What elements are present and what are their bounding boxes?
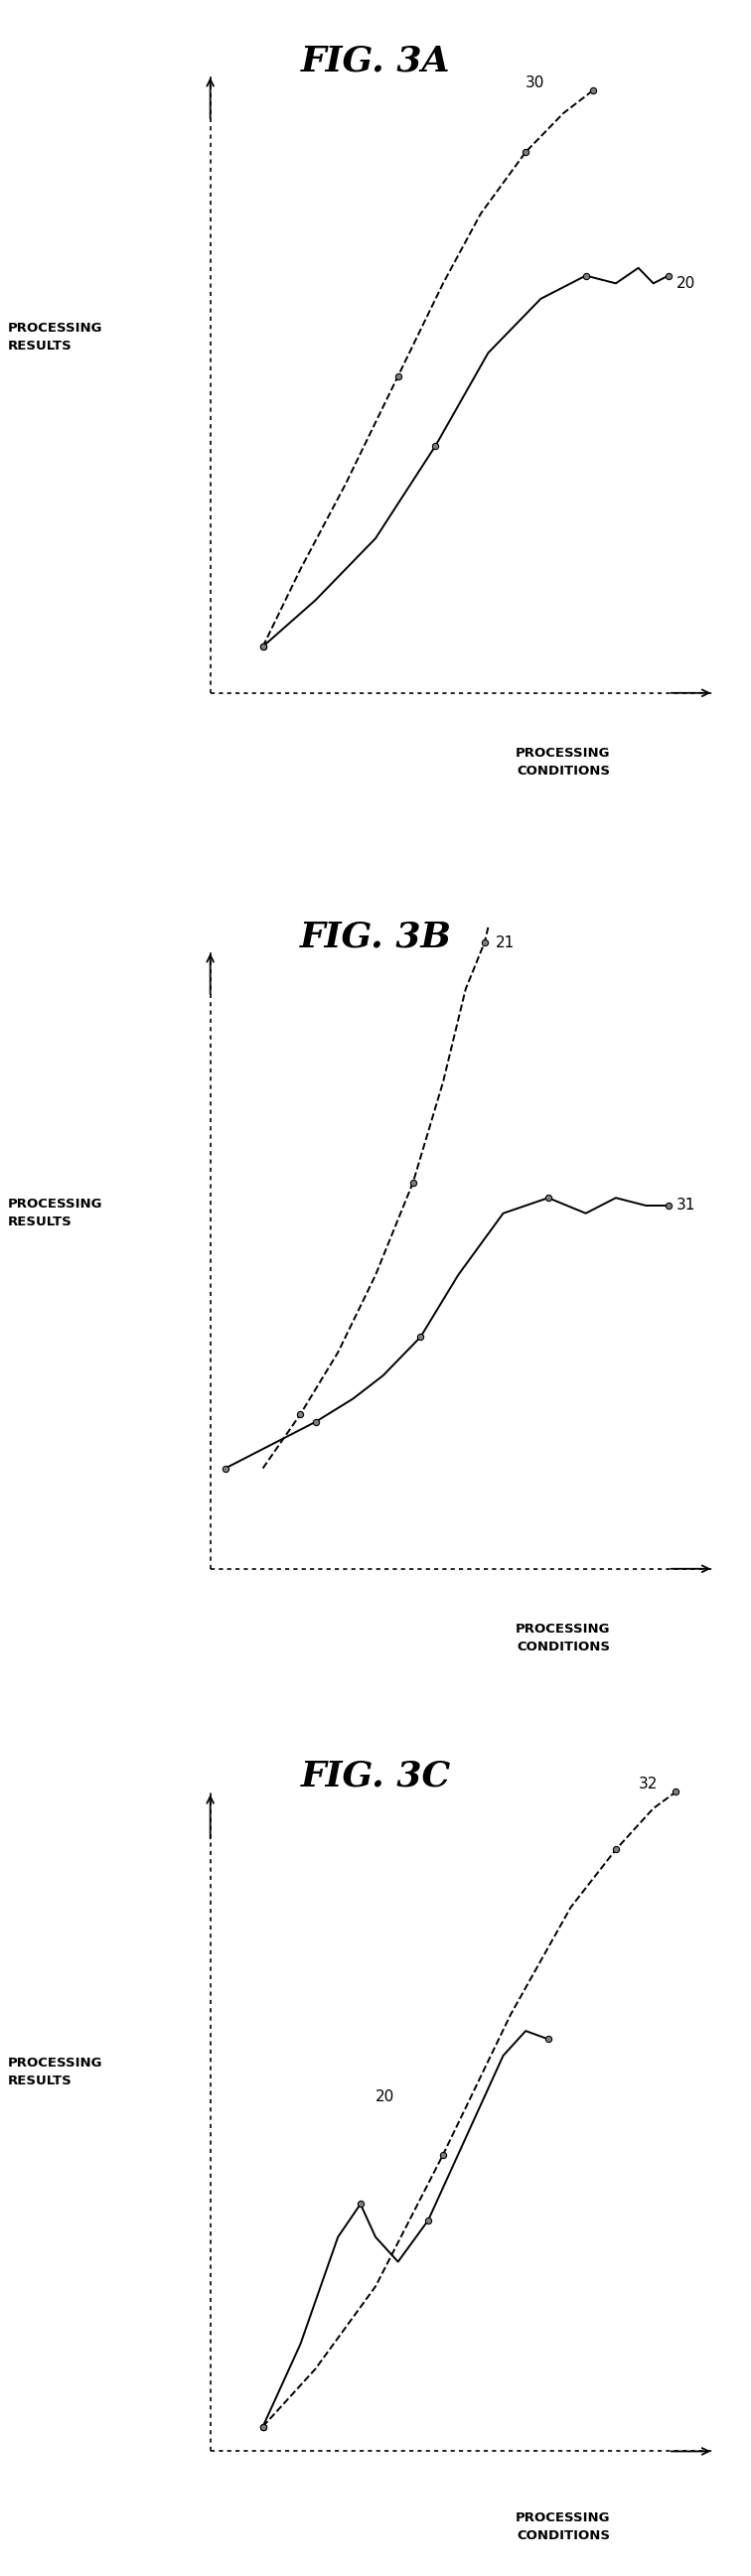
Text: 30: 30: [526, 75, 545, 90]
Text: PROCESSING
RESULTS: PROCESSING RESULTS: [8, 1198, 102, 1229]
Text: 20: 20: [676, 276, 695, 291]
Text: PROCESSING
CONDITIONS: PROCESSING CONDITIONS: [516, 1623, 611, 1654]
Text: FIG. 3C: FIG. 3C: [300, 1759, 451, 1793]
Text: PROCESSING
CONDITIONS: PROCESSING CONDITIONS: [516, 2512, 611, 2543]
Text: 31: 31: [676, 1198, 695, 1213]
Text: PROCESSING
RESULTS: PROCESSING RESULTS: [8, 2056, 102, 2087]
Text: 21: 21: [496, 935, 514, 951]
Text: 32: 32: [638, 1777, 658, 1790]
Text: PROCESSING
CONDITIONS: PROCESSING CONDITIONS: [516, 747, 611, 778]
Text: PROCESSING
RESULTS: PROCESSING RESULTS: [8, 322, 102, 353]
Text: 20: 20: [376, 2089, 394, 2105]
Text: FIG. 3A: FIG. 3A: [300, 44, 451, 77]
Text: FIG. 3B: FIG. 3B: [300, 920, 451, 953]
